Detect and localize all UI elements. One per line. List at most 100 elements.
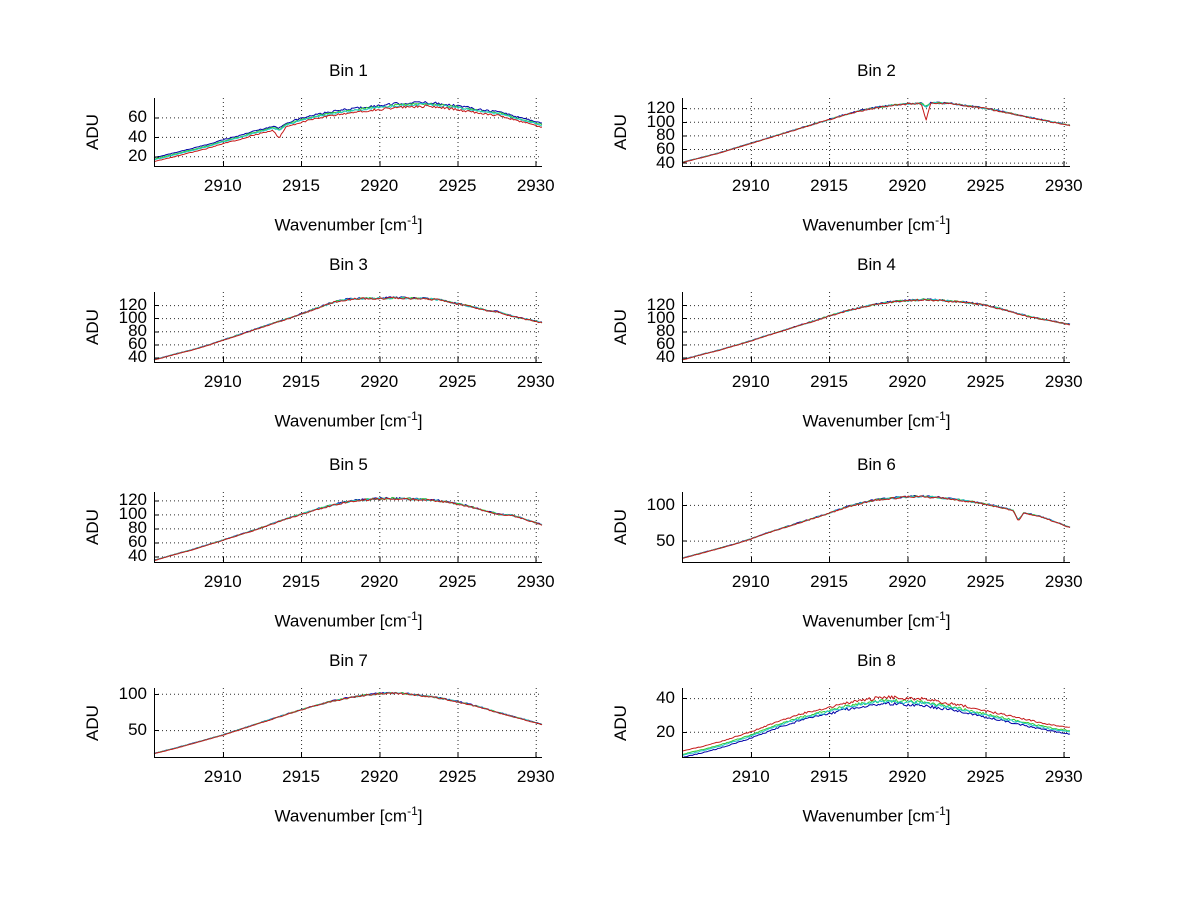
y-tick-label: 80 [656, 321, 675, 341]
y-tick-label: 100 [118, 308, 147, 328]
x-tick-label: 2915 [810, 767, 848, 786]
series-line-blue [153, 691, 543, 754]
subplot-bin-2: Bin 2 ADU Wavenumber [cm-1] 2910 2915 2920… [532, 43, 1092, 243]
series-line-blue [681, 494, 1071, 559]
series-line-red [681, 695, 1071, 752]
y-tick-label: 100 [118, 504, 147, 524]
y-tick-label: 60 [656, 139, 675, 158]
x-tick-label: 2930 [516, 572, 555, 591]
x-axis-label-text: Wavenumber [cm [802, 611, 936, 631]
x-tick-label: 2925 [966, 572, 1005, 591]
x-axis-label-sup: -1 [935, 213, 946, 227]
x-tick-label: 2915 [282, 176, 320, 195]
y-tick-label: 50 [656, 530, 675, 550]
x-axis-label-sup: -1 [407, 409, 418, 423]
x-tick-label: 2910 [731, 572, 770, 591]
x-tick-label: 2910 [731, 767, 770, 786]
series-line-cyan [681, 101, 1071, 164]
series-line-cyan [153, 497, 543, 561]
plot-area [681, 688, 1071, 759]
x-axis-label: Wavenumber [cm-1] [154, 208, 543, 235]
x-tick-label: 2915 [810, 572, 848, 591]
series-line-green [681, 698, 1071, 755]
series-line-cyan [681, 495, 1071, 559]
y-tick-label: 120 [646, 295, 675, 315]
subplot-bin-8: Bin 8 ADU Wavenumber [cm-1] 2910 2915 2920… [532, 633, 1092, 833]
x-tick-label: 2925 [438, 372, 477, 391]
subplot-title: Bin 3 [329, 255, 368, 274]
x-axis-label-sup: -1 [935, 609, 946, 623]
y-tick-label: 20 [128, 146, 147, 166]
y-tick-label: 100 [646, 494, 675, 514]
series-line-green [681, 495, 1071, 559]
subplot-title: Bin 7 [329, 651, 368, 670]
subplot-title: Bin 4 [857, 255, 896, 274]
x-tick-label: 2915 [282, 372, 320, 391]
x-tick-label: 2920 [888, 176, 927, 195]
y-tick-label: 80 [656, 125, 675, 145]
x-tick-label: 2920 [888, 372, 927, 391]
y-tick-label: 100 [118, 683, 147, 703]
x-axis-label-close: ] [417, 215, 423, 235]
x-axis-label-text: Wavenumber [cm [802, 411, 936, 431]
series-line-red [681, 495, 1071, 560]
x-axis-label-close: ] [945, 215, 951, 235]
x-tick-label: 2925 [966, 767, 1005, 786]
x-axis-label: Wavenumber [cm-1] [682, 208, 1071, 235]
y-tick-label: 40 [656, 152, 675, 172]
x-tick-label: 2910 [203, 176, 242, 195]
plot-area [153, 492, 543, 563]
series-line-blue [153, 496, 543, 561]
x-tick-label: 2920 [360, 176, 399, 195]
y-tick-label: 60 [128, 334, 147, 354]
series-line-blue [681, 701, 1071, 759]
y-tick-label: 40 [128, 546, 147, 566]
x-axis-label-sup: -1 [407, 804, 418, 818]
plot-area [681, 98, 1071, 167]
x-axis-label: Wavenumber [cm-1] [154, 604, 543, 631]
series-line-cyan [153, 102, 543, 161]
subplot-title: Bin 1 [329, 61, 368, 80]
plot-area [153, 292, 543, 363]
y-tick-label: 100 [646, 308, 675, 328]
x-tick-label: 2915 [282, 572, 320, 591]
subplot-bin-7: Bin 7 ADU Wavenumber [cm-1] 2910 2915 2920… [4, 633, 564, 833]
x-tick-label: 2915 [282, 767, 320, 786]
x-axis-label-text: Wavenumber [cm [274, 806, 408, 826]
subplot-title: Bin 5 [329, 455, 368, 474]
plot-area [153, 688, 543, 758]
x-axis-label-sup: -1 [407, 609, 418, 623]
y-tick-label: 120 [646, 98, 675, 118]
series-line-red [153, 692, 543, 755]
x-axis-label-close: ] [417, 806, 423, 826]
series-line-red [153, 296, 543, 361]
x-tick-label: 2920 [360, 572, 399, 591]
x-axis-label-text: Wavenumber [cm [802, 806, 936, 826]
x-tick-label: 2930 [1044, 176, 1083, 195]
x-tick-label: 2925 [966, 372, 1005, 391]
series-line-cyan [681, 298, 1071, 361]
series-line-cyan [153, 296, 543, 361]
x-axis-label: Wavenumber [cm-1] [682, 604, 1071, 631]
plot-area [153, 98, 543, 167]
series-line-green [153, 296, 543, 361]
y-tick-label: 60 [128, 107, 147, 127]
x-tick-label: 2920 [888, 767, 927, 786]
series-line-blue [153, 296, 543, 360]
subplot-bin-4: Bin 4 ADU Wavenumber [cm-1] 2910 2915 2920… [532, 237, 1092, 437]
x-tick-label: 2910 [203, 572, 242, 591]
x-axis-label-close: ] [945, 411, 951, 431]
x-tick-label: 2925 [438, 767, 477, 786]
y-tick-label: 120 [118, 295, 147, 315]
x-axis-label-close: ] [945, 611, 951, 631]
x-tick-label: 2910 [731, 372, 770, 391]
series-line-green [153, 497, 543, 561]
x-axis-label-text: Wavenumber [cm [802, 215, 936, 235]
plot-area [681, 492, 1071, 563]
x-tick-label: 2915 [810, 372, 848, 391]
y-tick-label: 60 [656, 334, 675, 354]
y-tick-label: 80 [128, 518, 147, 538]
y-tick-label: 80 [128, 321, 147, 341]
series-line-green [153, 692, 543, 755]
